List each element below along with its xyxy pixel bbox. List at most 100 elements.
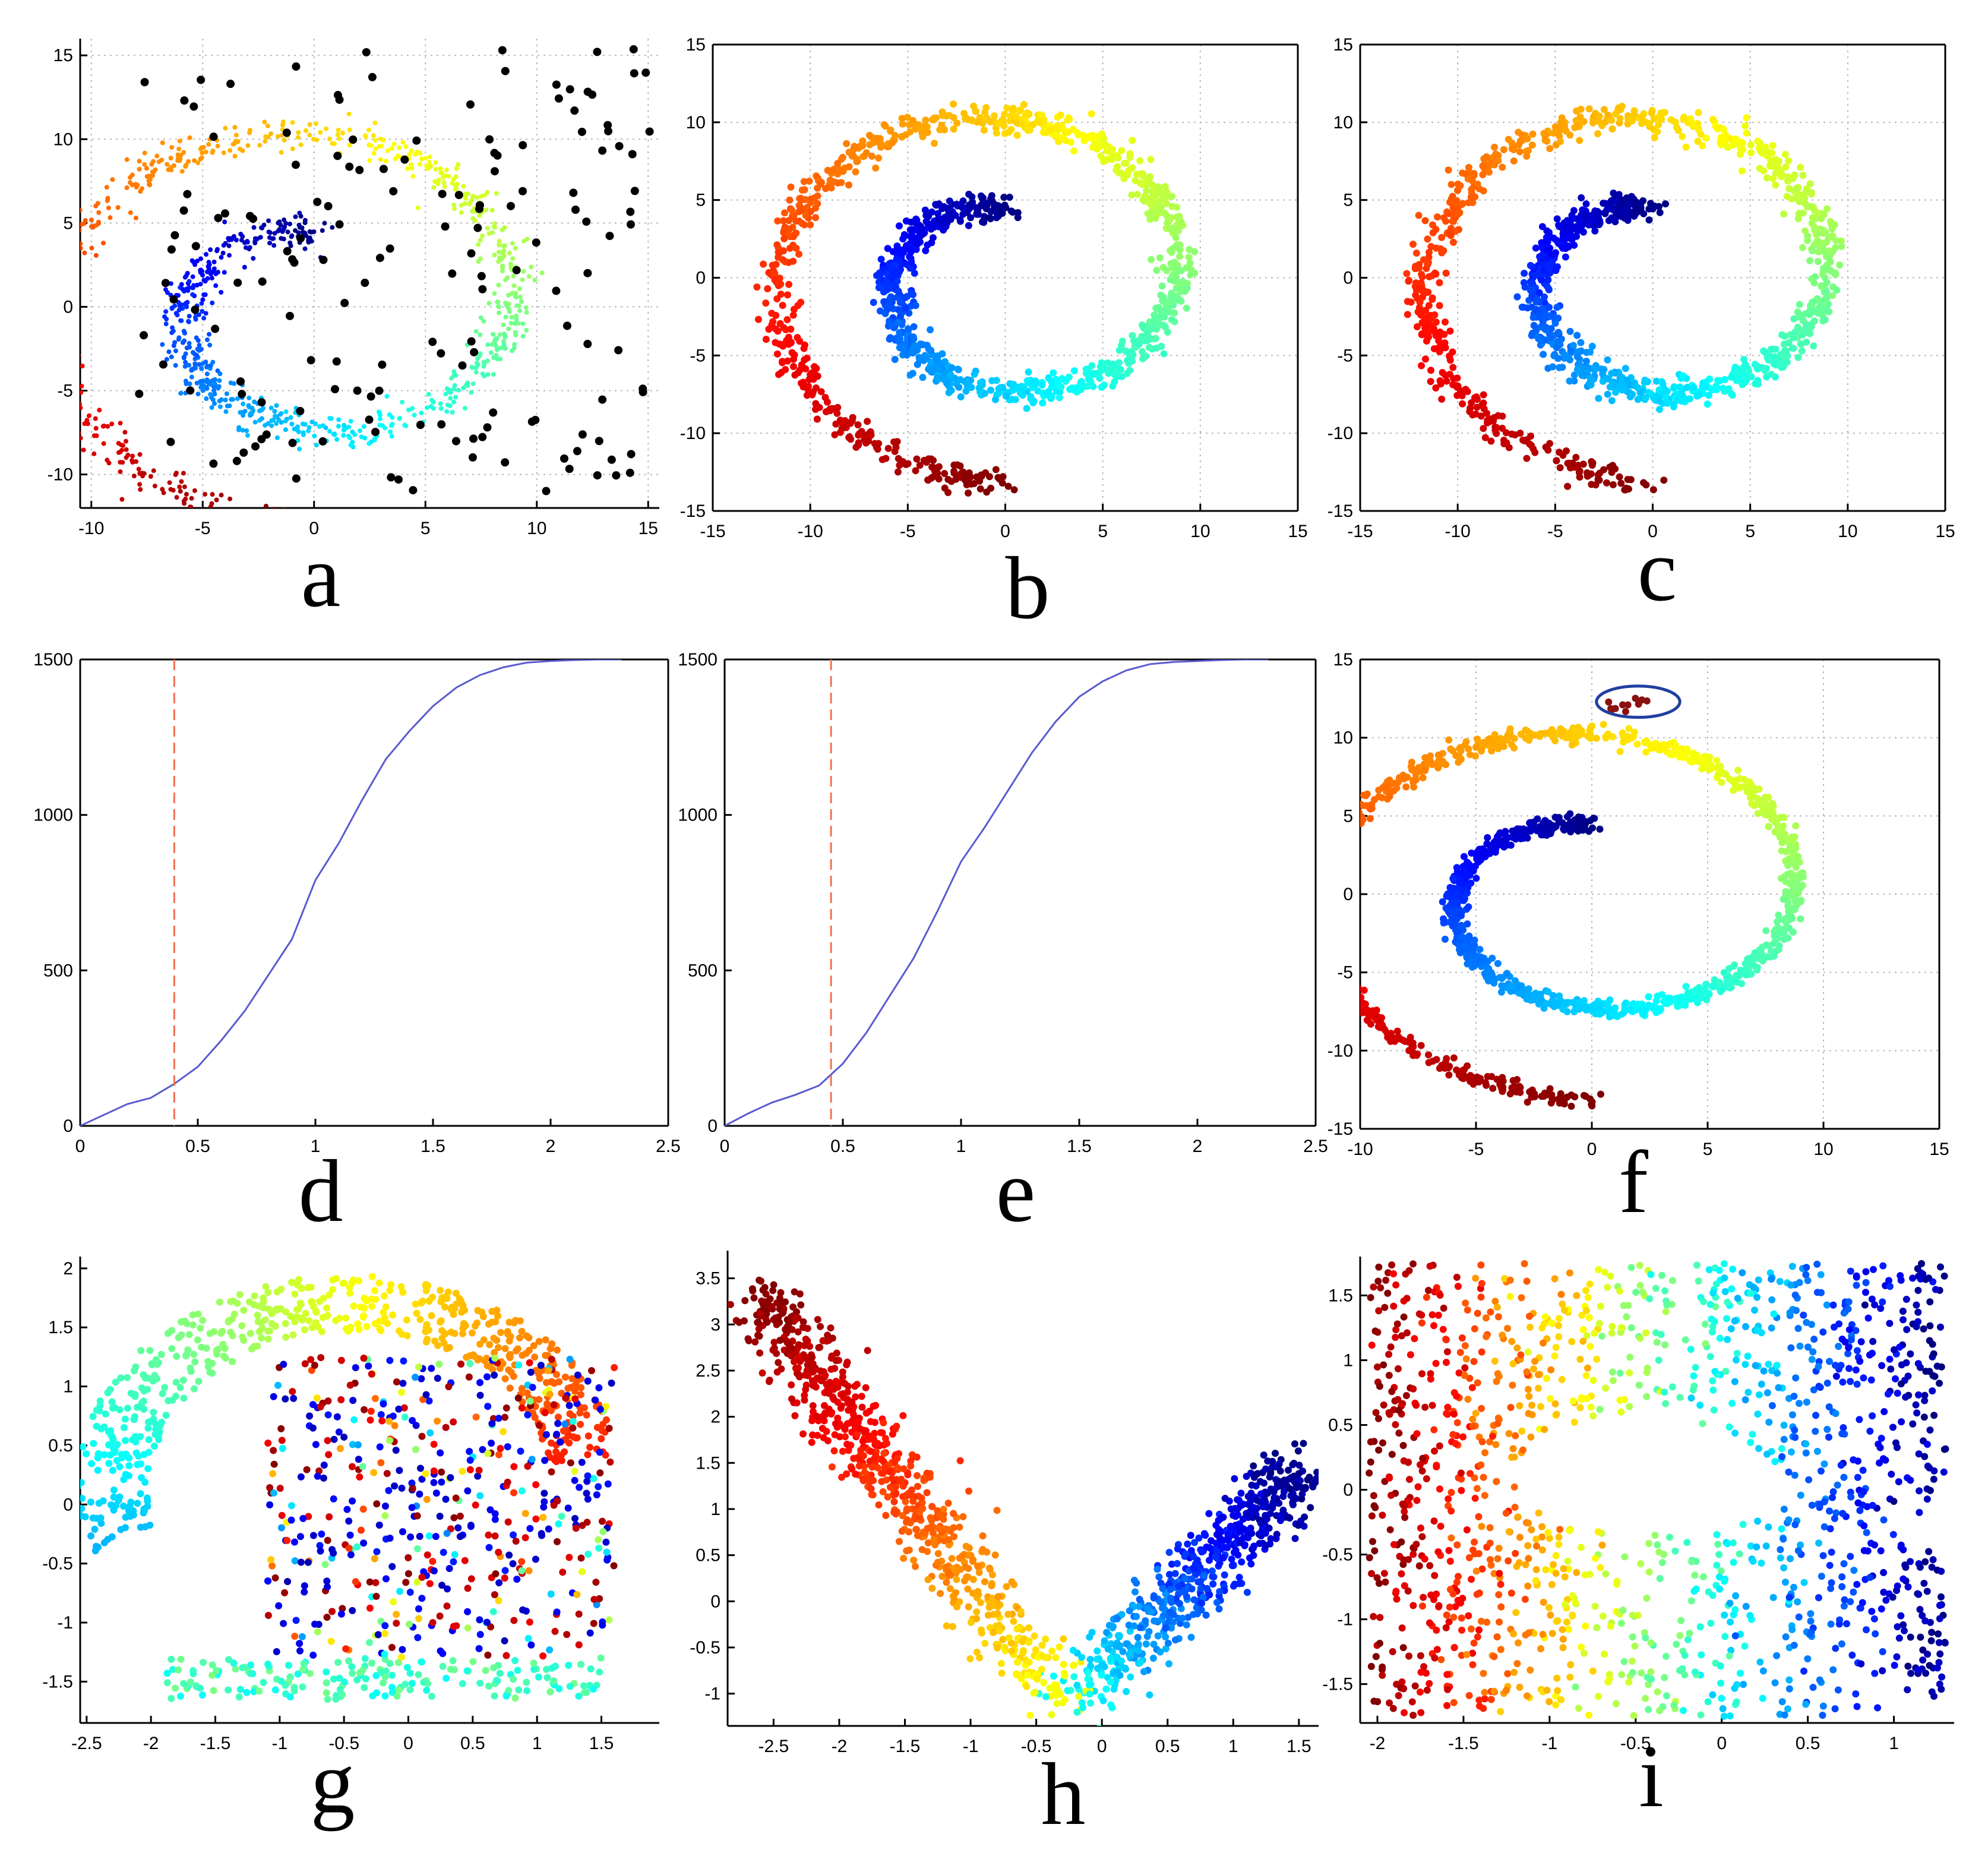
data-point [1743,114,1750,122]
data-point [993,208,1000,216]
data-point [244,428,249,433]
data-point [1756,165,1763,172]
data-point [1418,270,1426,278]
data-point [219,290,224,295]
data-point [921,122,928,130]
data-point [200,308,205,314]
data-point [406,407,412,412]
data-point [207,332,212,337]
y-tick-label: 10 [686,113,706,132]
x-tick-label: 15 [1935,522,1955,541]
data-point [269,423,274,428]
data-point [1163,188,1171,196]
data-point [1154,183,1162,191]
data-point [450,181,455,186]
data-point [1585,105,1593,113]
data-point [106,460,112,466]
points-f [1360,695,1807,1110]
data-point [1727,135,1734,143]
data-point [782,258,789,266]
data-point [461,184,466,189]
data-point [1044,391,1051,399]
data-point [941,469,949,477]
data-point [1446,327,1454,335]
data-point [1038,381,1046,389]
data-point [91,433,97,438]
points-c [1403,102,1845,494]
data-point [217,398,222,403]
data-point [1146,326,1153,334]
outlier-point [389,187,398,195]
data-point [1191,248,1199,255]
data-point [1536,253,1544,260]
outlier-point [468,453,477,462]
data-point [813,415,821,423]
data-point [1641,378,1648,386]
data-point [1538,276,1545,284]
data-point [1823,279,1831,286]
data-point [1703,400,1711,408]
data-point [1407,298,1415,306]
data-point [1640,210,1648,217]
data-point [258,235,263,240]
data-point [80,364,85,369]
data-point [1724,144,1731,152]
data-point [1578,194,1585,201]
data-point [794,334,801,342]
data-point [1796,209,1803,217]
data-point [512,321,517,326]
outlier-point [375,254,384,263]
data-point [1550,130,1557,137]
data-point [836,416,844,424]
outlier-point [467,249,476,258]
data-point [916,462,924,469]
data-point [101,441,106,446]
data-point [891,447,899,455]
data-point [187,135,192,140]
outlier-point [639,384,647,393]
data-point [80,245,83,251]
data-point [475,356,481,361]
data-point [1105,369,1113,377]
data-point [198,347,203,352]
data-point [1436,348,1443,355]
data-point [415,205,421,210]
data-point [148,474,153,479]
data-point [203,292,208,298]
data-point [1784,177,1791,185]
data-point [432,179,438,184]
outlier-point [159,360,167,369]
data-point [288,243,293,248]
data-point [1769,141,1777,149]
data-point [1600,106,1608,113]
data-point [245,143,251,148]
data-point [1586,348,1594,356]
data-point [993,377,1000,384]
data-point [520,277,525,282]
data-point [314,443,319,448]
data-point [1579,228,1587,236]
data-point [214,248,220,254]
data-point [1576,473,1584,481]
data-point [233,132,239,138]
x-tick-label: 5 [1745,522,1755,541]
data-point [459,203,464,208]
data-point [335,132,340,137]
data-point [886,335,893,343]
data-point [1546,145,1554,153]
data-point [183,378,188,384]
data-point [1660,386,1668,394]
data-point [208,247,213,253]
data-point [210,149,216,154]
data-point [1799,244,1806,251]
data-point [340,131,346,136]
data-point [1452,381,1460,389]
data-point [1177,298,1185,305]
data-point [1139,348,1146,355]
data-point [1492,150,1500,158]
data-point [1029,379,1037,387]
data-point [789,311,797,319]
data-point [1694,137,1702,145]
data-point [1605,205,1613,213]
